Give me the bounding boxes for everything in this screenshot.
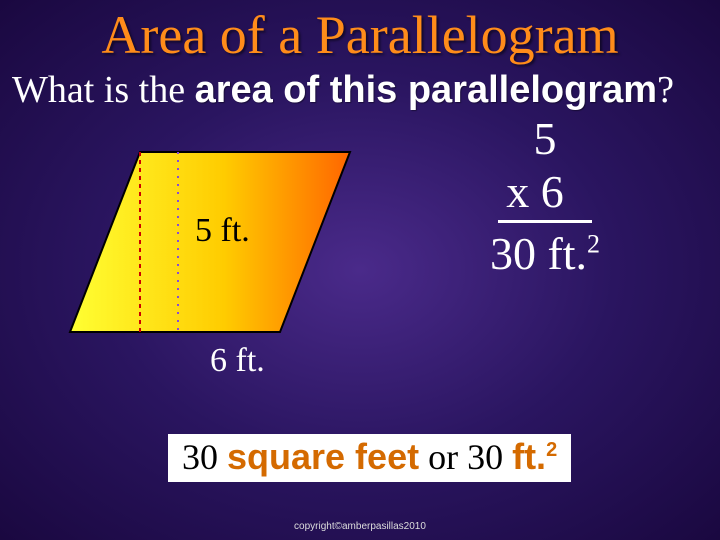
calculation-column: 5 x 6 30 ft.2 [430,112,660,280]
answer-ft-exp: 2 [546,439,557,461]
answer-ft-text: ft. [512,436,546,477]
base-label: 6 ft. [210,342,265,380]
answer-ft2: ft.2 [512,436,557,477]
calc-line-1: 5 [430,112,660,165]
answer-or: or 30 [419,437,512,477]
answer-square-feet: square feet [227,436,419,477]
question-suffix: ? [657,69,674,111]
calc-result: 30 ft.2 [430,223,660,280]
answer-num: 30 [182,437,227,477]
question-prefix: What is the [12,69,195,111]
question-bold: area of this parallelogram [195,69,658,111]
answer-box: 30 square feet or 30 ft.2 [168,434,571,482]
calc-result-value: 30 ft. [490,228,587,279]
copyright-text: copyright©amberpasillas2010 [0,521,720,532]
question-text: What is the area of this parallelogram? [0,66,720,112]
parallelogram-figure: 5 ft. 6 ft. [60,142,360,342]
page-title: Area of a Parallelogram [0,0,720,66]
content-area: 5 ft. 6 ft. 5 x 6 30 ft.2 [0,112,720,432]
calc-result-exp: 2 [587,230,600,259]
height-label: 5 ft. [195,212,250,250]
calc-line-2: x 6 [498,165,592,223]
